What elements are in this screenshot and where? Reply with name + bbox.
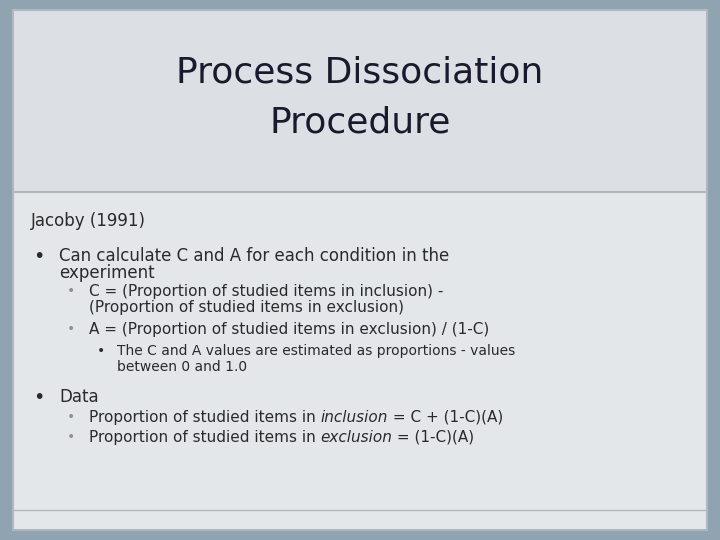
Text: •: • (33, 388, 45, 407)
Text: between 0 and 1.0: between 0 and 1.0 (117, 360, 247, 374)
Text: •: • (67, 322, 75, 336)
Text: Can calculate C and A for each condition in the: Can calculate C and A for each condition… (59, 247, 449, 265)
Text: •: • (33, 247, 45, 266)
Text: experiment: experiment (59, 264, 155, 282)
Text: Proportion of studied items in: Proportion of studied items in (89, 430, 320, 445)
Text: Jacoby (1991): Jacoby (1991) (31, 212, 146, 230)
Text: The C and A values are estimated as proportions - values: The C and A values are estimated as prop… (117, 343, 516, 357)
Text: = C + (1-C)(A): = C + (1-C)(A) (388, 410, 503, 424)
Text: •: • (97, 343, 105, 357)
Text: Procedure: Procedure (269, 106, 451, 140)
Text: Process Dissociation: Process Dissociation (176, 56, 544, 90)
FancyBboxPatch shape (13, 10, 707, 192)
Text: A = (Proportion of studied items in exclusion) / (1-C): A = (Proportion of studied items in excl… (89, 322, 489, 337)
Text: Proportion of studied items in: Proportion of studied items in (89, 410, 320, 424)
Text: exclusion: exclusion (320, 430, 392, 445)
Text: Data: Data (59, 388, 99, 406)
Text: •: • (67, 410, 75, 424)
Text: •: • (67, 430, 75, 444)
Text: inclusion: inclusion (320, 410, 388, 424)
FancyBboxPatch shape (13, 10, 707, 530)
Text: C = (Proportion of studied items in inclusion) -: C = (Proportion of studied items in incl… (89, 284, 444, 299)
Text: = (1-C)(A): = (1-C)(A) (392, 430, 474, 445)
Text: •: • (67, 284, 75, 298)
Text: (Proportion of studied items in exclusion): (Proportion of studied items in exclusio… (89, 300, 404, 315)
